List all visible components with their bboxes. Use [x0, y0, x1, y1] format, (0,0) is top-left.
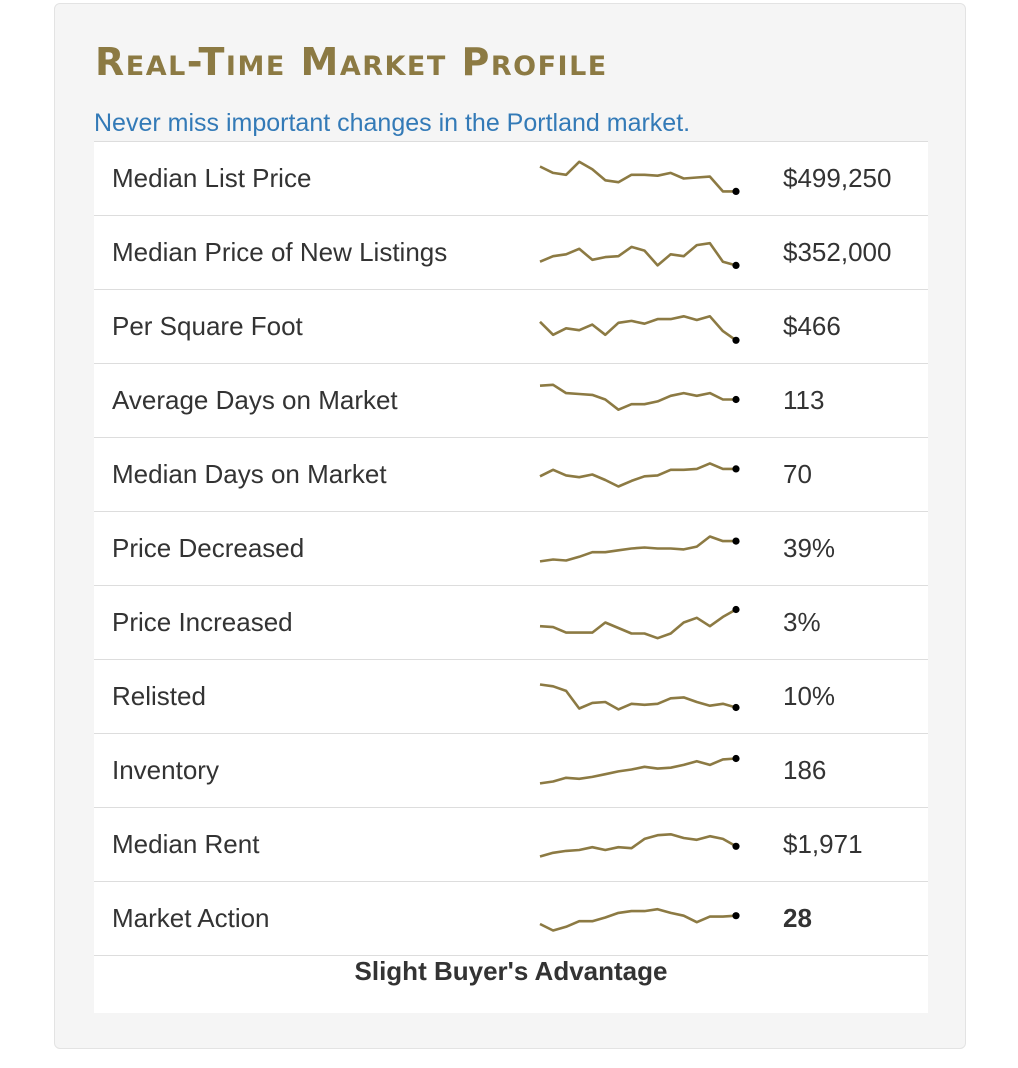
metric-value: $499,250	[783, 163, 892, 193]
sparkline-end-marker	[732, 537, 740, 545]
sparkline-series	[539, 241, 737, 267]
metric-label: Median List Price	[112, 163, 312, 193]
market-profile-card: Real-Time Market Profile Never miss impo…	[54, 3, 966, 1049]
metric-value: 186	[783, 755, 827, 785]
sparkline-end-marker	[732, 261, 740, 269]
metric-label: Per Square Foot	[112, 311, 303, 341]
sparkline-end-marker	[732, 465, 740, 473]
sparkline-end-marker	[732, 912, 740, 920]
sparkline-series	[539, 315, 737, 342]
sparkline-end-marker	[732, 605, 740, 614]
widget-title: Real-Time Market Profile	[95, 40, 608, 84]
metric-label: Average Days on Market	[112, 385, 398, 415]
metric-row: Price Decreased 39%	[94, 512, 928, 586]
metric-sparkline	[539, 383, 740, 412]
metric-value: $466	[783, 311, 841, 341]
sparkline-end-marker	[732, 842, 740, 850]
metric-row: Relisted 10%	[94, 660, 928, 734]
metric-value: $1,971	[783, 829, 863, 859]
metric-label: Price Increased	[112, 607, 293, 637]
sparkline-end-marker	[732, 336, 740, 344]
metric-sparkline	[539, 907, 740, 932]
metric-value: 10%	[783, 681, 836, 711]
metric-sparkline	[539, 605, 740, 640]
metric-label: Median Price of New Listings	[112, 237, 448, 267]
sparkline-series	[539, 535, 736, 563]
sparkline-series	[539, 757, 737, 785]
metric-label: Inventory	[112, 755, 219, 785]
metric-sparkline	[539, 833, 740, 858]
sparkline-series	[539, 462, 736, 488]
metric-row: Market Action 28	[94, 882, 928, 956]
metric-sparkline	[539, 241, 740, 269]
metric-row: Inventory 186	[94, 734, 928, 808]
market-summary: Slight Buyer's Advantage	[354, 956, 668, 986]
sparkline-end-marker	[732, 703, 740, 712]
metric-value: 3%	[783, 607, 821, 637]
metric-sparkline	[539, 535, 740, 563]
sparkline-end-marker	[732, 395, 740, 404]
metric-value: 39%	[783, 533, 836, 563]
metric-value: $352,000	[783, 237, 892, 267]
metric-label: Relisted	[112, 681, 206, 711]
sparkline-end-marker	[732, 187, 740, 195]
metric-label: Price Decreased	[112, 533, 305, 563]
sparkline-series	[539, 383, 736, 412]
metric-row: Median Price of New Listings $352,000	[94, 216, 928, 290]
sparkline-end-marker	[732, 754, 740, 763]
metric-value: 70	[783, 459, 812, 489]
metric-sparkline	[539, 315, 740, 344]
metric-label: Median Days on Market	[112, 459, 387, 489]
metric-sparkline	[539, 754, 740, 785]
metric-sparkline	[539, 462, 740, 488]
metric-row: Median List Price $499,250	[94, 142, 928, 216]
widget-subtitle: Never miss important changes in the Port…	[94, 109, 691, 137]
sparkline-series	[539, 907, 737, 932]
metric-label: Median Rent	[112, 829, 260, 859]
sparkline-series	[539, 608, 737, 640]
metric-row: Median Days on Market 70	[94, 438, 928, 512]
metric-row: Average Days on Market 113	[94, 364, 928, 438]
metric-row: Price Increased 3%	[94, 586, 928, 660]
metric-value: 28	[783, 903, 812, 933]
metric-value: 113	[783, 385, 825, 415]
metric-row: Per Square Foot $466	[94, 290, 928, 364]
sparkline-series	[539, 160, 736, 193]
metrics-table: Median List Price $499,250 Median Price of…	[94, 141, 928, 1013]
metric-label: Market Action	[112, 903, 270, 933]
metric-sparkline	[539, 160, 740, 195]
metric-row: Median Rent $1,971	[94, 808, 928, 882]
sparkline-series	[539, 683, 737, 711]
metric-sparkline	[539, 683, 740, 712]
sparkline-series	[539, 833, 737, 858]
